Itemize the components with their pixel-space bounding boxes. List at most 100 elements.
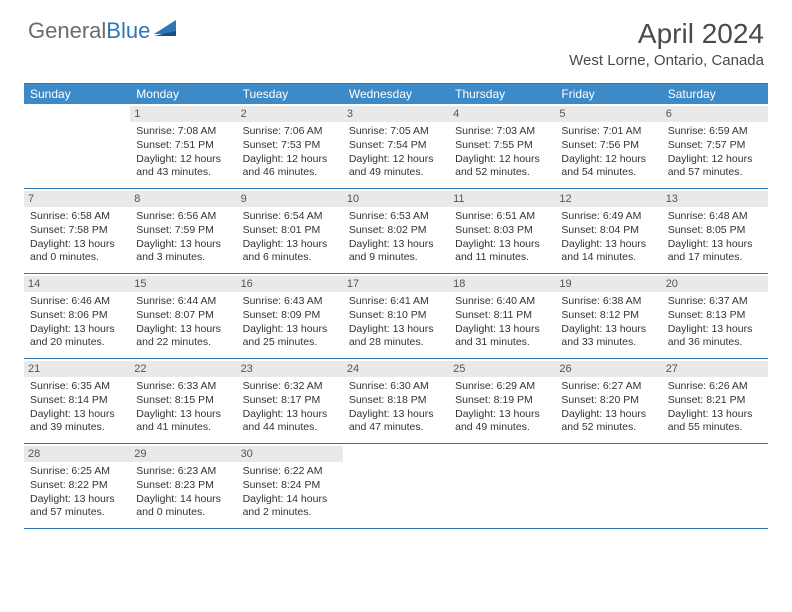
day-number: 26 [555,361,661,377]
daylight-text: Daylight: 13 hours and 49 minutes. [455,408,549,435]
sunrise-text: Sunrise: 6:59 AM [668,125,762,139]
sunrise-text: Sunrise: 7:01 AM [561,125,655,139]
daylight-text: Daylight: 13 hours and 3 minutes. [136,238,230,265]
daylight-text: Daylight: 12 hours and 49 minutes. [349,153,443,180]
day-header: Monday [130,84,236,104]
daylight-text: Daylight: 13 hours and 0 minutes. [30,238,124,265]
sunrise-text: Sunrise: 7:06 AM [243,125,337,139]
sunset-text: Sunset: 8:22 PM [30,479,124,493]
week-row: 1Sunrise: 7:08 AMSunset: 7:51 PMDaylight… [24,104,768,189]
sunrise-text: Sunrise: 6:56 AM [136,210,230,224]
sunrise-text: Sunrise: 6:53 AM [349,210,443,224]
logo-flag-icon [154,20,176,36]
day-cell: 16 Sunrise: 6:43 AMSunset: 8:09 PMDayligh… [237,274,343,358]
sunset-text: Sunset: 8:24 PM [243,479,337,493]
day-number: 5 [555,106,661,122]
day-header: Thursday [449,84,555,104]
week-row: 28Sunrise: 6:25 AMSunset: 8:22 PMDayligh… [24,444,768,529]
day-cell [449,444,555,528]
day-number: 21 [24,361,130,377]
day-cell: 17Sunrise: 6:41 AMSunset: 8:10 PMDayligh… [343,274,449,358]
day-cell: 15Sunrise: 6:44 AMSunset: 8:07 PMDayligh… [130,274,236,358]
sunset-text: Sunset: 7:54 PM [349,139,443,153]
week-row: 21Sunrise: 6:35 AMSunset: 8:14 PMDayligh… [24,359,768,444]
day-cell: 26Sunrise: 6:27 AMSunset: 8:20 PMDayligh… [555,359,661,443]
sunset-text: Sunset: 8:09 PM [243,309,337,323]
sunset-text: Sunset: 7:53 PM [243,139,337,153]
day-number: 27 [662,361,768,377]
logo-word1: General [28,18,106,43]
sunrise-text: Sunrise: 6:30 AM [349,380,443,394]
day-number: 28 [24,446,130,462]
sunrise-text: Sunrise: 6:46 AM [30,295,124,309]
day-cell: 22Sunrise: 6:33 AMSunset: 8:15 PMDayligh… [130,359,236,443]
day-cell: 30 Sunrise: 6:22 AMSunset: 8:24 PMDayligh… [237,444,343,528]
sunrise-text: Sunrise: 6:26 AM [668,380,762,394]
day-header: Friday [555,84,661,104]
day-number: 2 [237,106,343,122]
day-number: 16 [237,276,343,292]
sunset-text: Sunset: 7:57 PM [668,139,762,153]
day-number: 10 [343,191,449,207]
sunrise-text: Sunrise: 7:05 AM [349,125,443,139]
sunset-text: Sunset: 7:59 PM [136,224,230,238]
day-cell [555,444,661,528]
day-header: Saturday [662,84,768,104]
title-block: April 2024 West Lorne, Ontario, Canada [569,18,764,69]
daylight-text: Daylight: 13 hours and 52 minutes. [561,408,655,435]
day-cell: 1Sunrise: 7:08 AMSunset: 7:51 PMDaylight… [130,104,236,188]
sunset-text: Sunset: 8:03 PM [455,224,549,238]
week-row: 7Sunrise: 6:58 AMSunset: 7:58 PMDaylight… [24,189,768,274]
month-title: April 2024 [569,18,764,50]
daylight-text: Daylight: 13 hours and 9 minutes. [349,238,443,265]
sunset-text: Sunset: 8:07 PM [136,309,230,323]
sunrise-text: Sunrise: 6:22 AM [243,465,337,479]
day-number: 11 [449,191,555,207]
day-cell: 4Sunrise: 7:03 AMSunset: 7:55 PMDaylight… [449,104,555,188]
sunrise-text: Sunrise: 6:23 AM [136,465,230,479]
sunset-text: Sunset: 8:17 PM [243,394,337,408]
daylight-text: Daylight: 12 hours and 57 minutes. [668,153,762,180]
sunrise-text: Sunrise: 6:38 AM [561,295,655,309]
daylight-text: Daylight: 14 hours and 2 minutes. [243,493,337,520]
daylight-text: Daylight: 13 hours and 44 minutes. [243,408,337,435]
sunrise-text: Sunrise: 6:29 AM [455,380,549,394]
day-number: 22 [130,361,236,377]
day-number: 25 [449,361,555,377]
sunrise-text: Sunrise: 6:40 AM [455,295,549,309]
daylight-text: Daylight: 13 hours and 47 minutes. [349,408,443,435]
sunset-text: Sunset: 7:51 PM [136,139,230,153]
day-cell [24,104,130,188]
day-number: 1 [130,106,236,122]
daylight-text: Daylight: 12 hours and 52 minutes. [455,153,549,180]
sunrise-text: Sunrise: 6:41 AM [349,295,443,309]
daylight-text: Daylight: 13 hours and 36 minutes. [668,323,762,350]
daylight-text: Daylight: 13 hours and 20 minutes. [30,323,124,350]
daylight-text: Daylight: 13 hours and 25 minutes. [243,323,337,350]
daylight-text: Daylight: 13 hours and 11 minutes. [455,238,549,265]
daylight-text: Daylight: 13 hours and 57 minutes. [30,493,124,520]
day-cell: 27Sunrise: 6:26 AMSunset: 8:21 PMDayligh… [662,359,768,443]
sunset-text: Sunset: 8:21 PM [668,394,762,408]
day-number: 24 [343,361,449,377]
sunrise-text: Sunrise: 6:43 AM [243,295,337,309]
sunset-text: Sunset: 8:23 PM [136,479,230,493]
week-row: 14Sunrise: 6:46 AMSunset: 8:06 PMDayligh… [24,274,768,359]
day-number: 30 [237,446,343,462]
day-cell: 10Sunrise: 6:53 AMSunset: 8:02 PMDayligh… [343,189,449,273]
sunset-text: Sunset: 8:12 PM [561,309,655,323]
sunset-text: Sunset: 8:10 PM [349,309,443,323]
daylight-text: Daylight: 13 hours and 39 minutes. [30,408,124,435]
logo-text: GeneralBlue [28,18,150,44]
daylight-text: Daylight: 12 hours and 54 minutes. [561,153,655,180]
day-cell: 13Sunrise: 6:48 AMSunset: 8:05 PMDayligh… [662,189,768,273]
sunrise-text: Sunrise: 6:48 AM [668,210,762,224]
sunset-text: Sunset: 8:13 PM [668,309,762,323]
day-cell: 14Sunrise: 6:46 AMSunset: 8:06 PMDayligh… [24,274,130,358]
daylight-text: Daylight: 13 hours and 14 minutes. [561,238,655,265]
sunrise-text: Sunrise: 7:03 AM [455,125,549,139]
logo-word2: Blue [106,18,150,43]
sunrise-text: Sunrise: 6:35 AM [30,380,124,394]
sunrise-text: Sunrise: 6:54 AM [243,210,337,224]
day-number: 8 [130,191,236,207]
